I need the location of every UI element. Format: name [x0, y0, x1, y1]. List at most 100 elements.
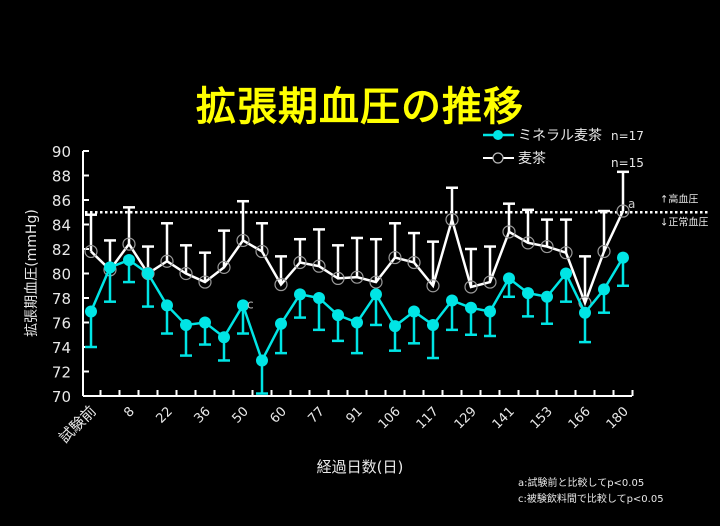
- data-point: [142, 267, 154, 280]
- data-point: [541, 290, 553, 303]
- data-point: [161, 299, 173, 312]
- y-tick-label: 72: [52, 364, 71, 382]
- data-point: [579, 306, 591, 319]
- normal-bp-label: ↓正常血圧: [660, 215, 708, 228]
- data-point: [560, 267, 572, 280]
- y-tick-label: 86: [52, 192, 71, 210]
- data-point: [464, 280, 478, 294]
- series-mugicha: [84, 170, 630, 310]
- data-point: [484, 305, 496, 318]
- data-point: [521, 236, 535, 250]
- y-tick-label: 78: [52, 290, 71, 308]
- data-point: [597, 244, 611, 259]
- series-mineral-mugicha: [85, 251, 629, 395]
- data-point: [351, 316, 363, 329]
- data-point: [445, 213, 459, 227]
- x-axis-title: 経過日数(日): [317, 458, 404, 476]
- data-point: [408, 305, 420, 318]
- x-tick-label: 8: [121, 404, 137, 420]
- legend-n-mineral: n=17: [611, 129, 644, 143]
- data-point: [483, 275, 497, 289]
- data-point: [332, 309, 344, 322]
- data-point: [313, 292, 325, 304]
- data-point: [388, 250, 402, 265]
- data-point: [217, 260, 231, 274]
- x-tick-label: 36: [192, 404, 214, 426]
- x-tick-label: 60: [268, 404, 290, 426]
- annotation-c: c: [247, 297, 254, 311]
- data-series: ca: [84, 170, 635, 395]
- data-point: [559, 246, 573, 260]
- data-point: [274, 277, 288, 292]
- data-point: [465, 301, 477, 314]
- data-point: [123, 254, 135, 267]
- data-point: [312, 259, 326, 273]
- data-point: [199, 316, 211, 329]
- x-tick-label: 166: [566, 404, 594, 432]
- data-point: [350, 270, 364, 284]
- legend: ミネラル麦茶 n=17 麦茶 n=15: [483, 128, 644, 170]
- x-tick-label: 50: [230, 404, 252, 426]
- legend-label-mugicha: 麦茶: [518, 151, 546, 167]
- legend-n-mugicha: n=15: [611, 156, 644, 170]
- x-tick-label: 91: [344, 404, 366, 426]
- annotation-a: a: [628, 197, 635, 211]
- x-tick-label: 試験前: [55, 402, 100, 447]
- x-tick-label: 129: [452, 404, 480, 432]
- x-tick-label: 153: [528, 404, 556, 432]
- y-tick-label: 88: [52, 168, 71, 186]
- x-tick-label: 77: [306, 404, 328, 426]
- data-point: [180, 318, 192, 331]
- data-point: [426, 279, 440, 293]
- data-point: [293, 255, 307, 270]
- y-tick-label: 70: [52, 388, 71, 406]
- hypertension-label: ↑高血圧: [660, 192, 698, 205]
- data-point: [255, 244, 269, 259]
- data-point: [616, 204, 630, 218]
- data-point: [503, 272, 515, 285]
- data-point: [370, 288, 382, 301]
- y-tick-label: 90: [52, 143, 71, 161]
- data-point: [502, 225, 516, 239]
- legend-label-mineral: ミネラル麦茶: [518, 128, 602, 144]
- data-point: [446, 294, 458, 307]
- chart-title: 拡張期血圧の推移: [196, 84, 524, 130]
- data-point: [617, 251, 629, 264]
- data-point: [218, 331, 230, 344]
- data-point: [198, 275, 212, 289]
- data-point: [598, 283, 610, 296]
- data-point: [389, 320, 401, 333]
- footnote: c:被験飲料間で比較してp<0.05: [518, 492, 664, 505]
- data-point: [331, 271, 345, 285]
- footnote: a:試験前と比較してp<0.05: [518, 476, 644, 489]
- x-tick-label: 117: [414, 404, 442, 432]
- data-point: [407, 255, 421, 270]
- data-point: [369, 275, 383, 289]
- y-axis-title: 拡張期血圧(mmHg): [24, 209, 40, 337]
- x-tick-label: 141: [490, 404, 518, 432]
- y-tick-label: 84: [52, 217, 71, 235]
- data-point: [237, 299, 249, 312]
- y-tick-label: 82: [52, 241, 71, 259]
- y-tick-label: 76: [52, 315, 71, 333]
- data-point: [122, 237, 136, 251]
- data-point: [104, 261, 116, 274]
- data-point: [179, 266, 193, 281]
- y-tick-label: 74: [52, 339, 71, 357]
- data-point: [236, 233, 250, 248]
- x-tick-label: 22: [154, 404, 176, 426]
- data-point: [522, 287, 534, 300]
- data-point: [256, 354, 268, 367]
- x-tick-label: 106: [376, 404, 404, 432]
- data-point: [427, 318, 439, 331]
- data-point: [275, 317, 287, 330]
- data-point: [540, 239, 554, 254]
- legend-marker-mugicha: [492, 152, 504, 164]
- data-point: [160, 254, 174, 268]
- x-tick-label: 180: [604, 404, 632, 432]
- data-point: [85, 305, 97, 318]
- data-point: [84, 244, 98, 259]
- y-tick-label: 80: [52, 266, 71, 284]
- axes: 70 72 74 76 78 80 82 84 86 88 90 試験前 8 22 36 50 60 77 91 10…: [24, 143, 634, 476]
